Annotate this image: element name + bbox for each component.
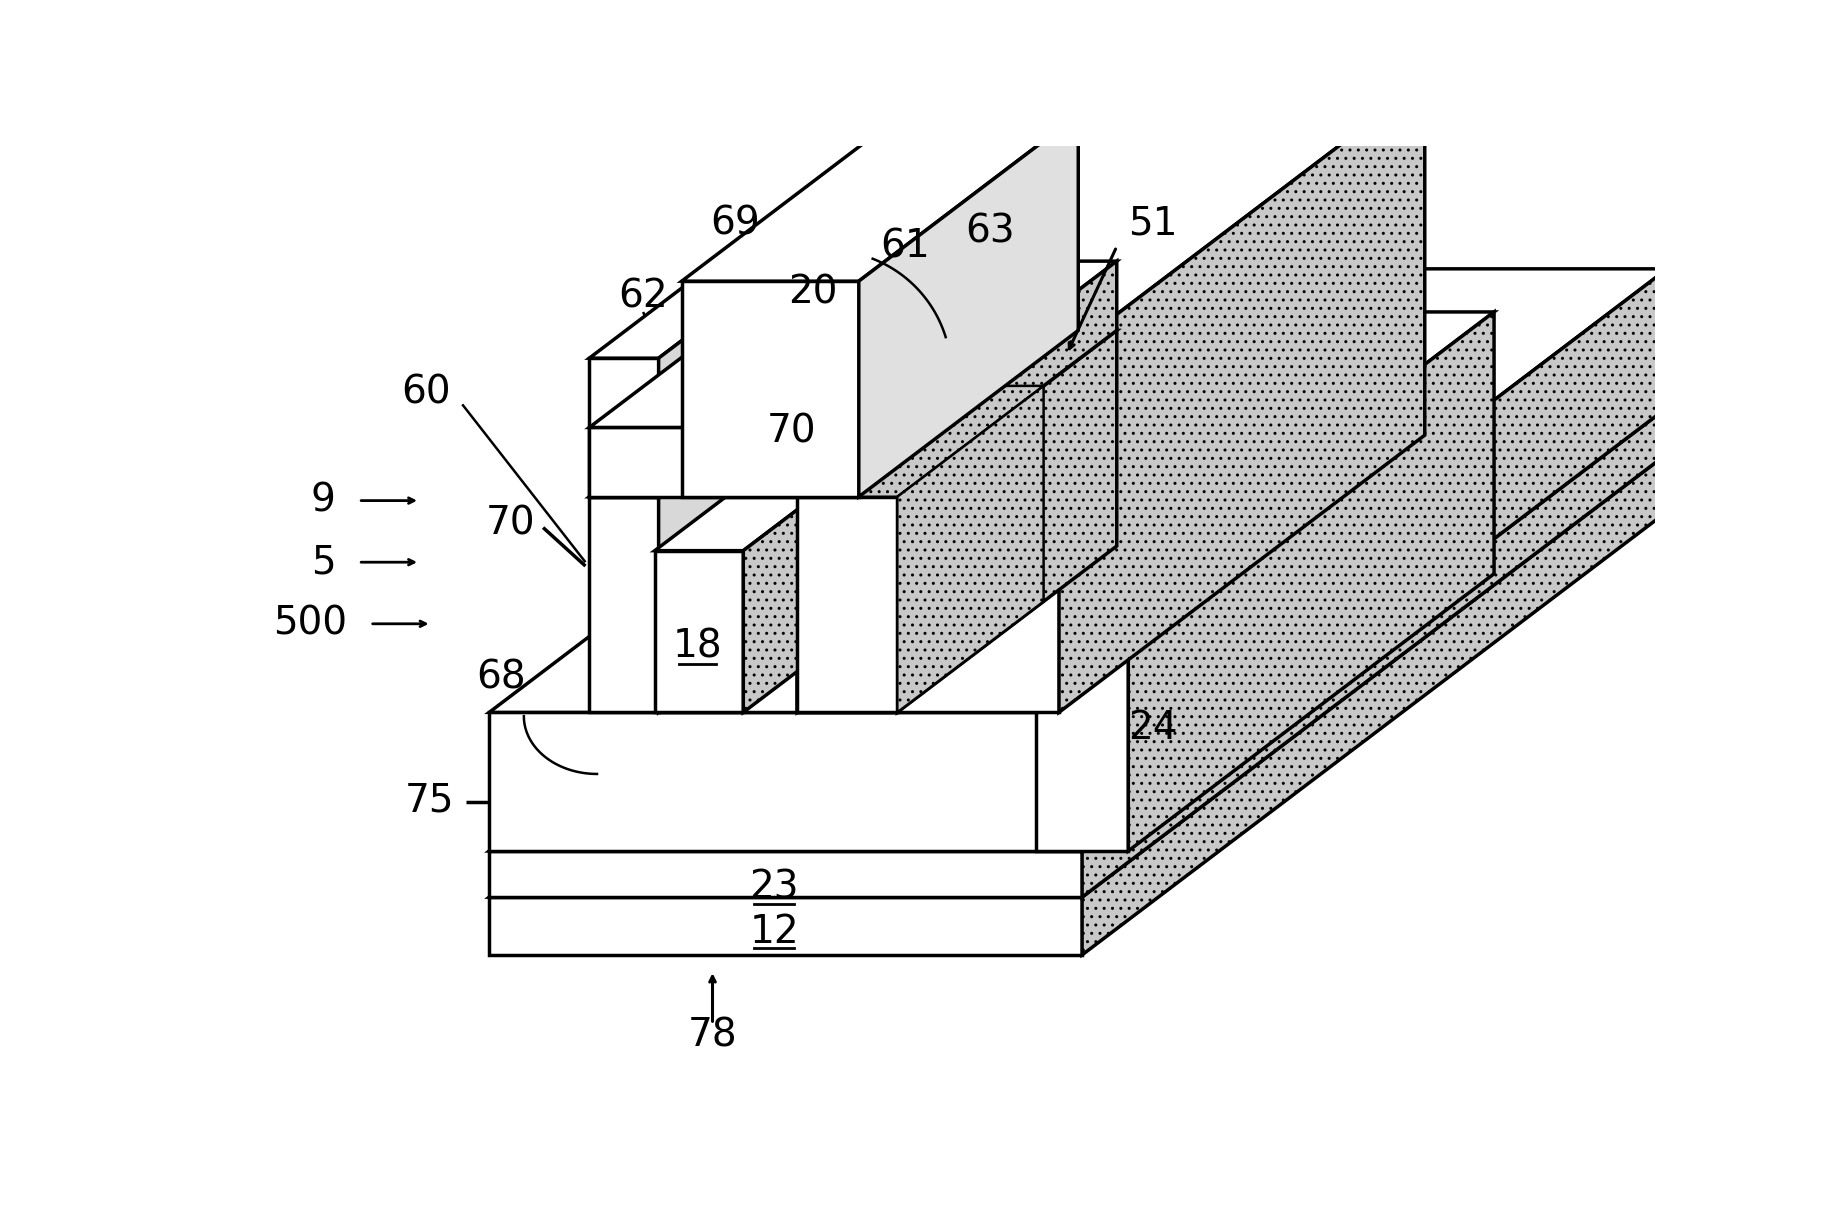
Text: 75: 75 [406, 782, 455, 820]
Polygon shape [797, 331, 1117, 497]
Polygon shape [489, 852, 1082, 897]
Polygon shape [797, 81, 1425, 359]
Polygon shape [590, 427, 898, 497]
Polygon shape [1082, 454, 1667, 955]
Polygon shape [658, 192, 878, 497]
Polygon shape [797, 497, 898, 712]
Polygon shape [898, 261, 1117, 497]
Polygon shape [489, 712, 1082, 852]
Text: 60: 60 [402, 373, 450, 412]
Polygon shape [797, 386, 1044, 497]
Polygon shape [590, 497, 658, 712]
Polygon shape [655, 439, 889, 550]
Text: 63: 63 [964, 212, 1014, 250]
Text: 23: 23 [749, 869, 798, 906]
Text: 78: 78 [688, 1016, 738, 1055]
Polygon shape [658, 650, 797, 712]
Polygon shape [658, 331, 878, 712]
Polygon shape [1036, 589, 1129, 852]
Polygon shape [658, 484, 1016, 650]
Polygon shape [743, 439, 889, 712]
Text: 61: 61 [880, 227, 929, 266]
Polygon shape [682, 115, 1079, 281]
Polygon shape [489, 407, 1667, 852]
Polygon shape [655, 550, 743, 712]
Polygon shape [1058, 81, 1425, 712]
Polygon shape [590, 192, 878, 359]
Polygon shape [797, 484, 1016, 712]
Text: 5: 5 [310, 543, 336, 581]
Text: 24: 24 [1129, 709, 1178, 747]
Polygon shape [1036, 312, 1494, 589]
Polygon shape [898, 386, 1044, 712]
Text: 12: 12 [749, 913, 798, 950]
Polygon shape [898, 331, 1117, 712]
Text: 20: 20 [787, 273, 837, 311]
Polygon shape [590, 261, 1117, 427]
Polygon shape [489, 897, 1082, 955]
Text: 500: 500 [273, 605, 347, 643]
Polygon shape [797, 497, 898, 712]
Text: 69: 69 [710, 205, 760, 243]
Text: 18: 18 [673, 628, 721, 666]
Text: 70: 70 [485, 505, 535, 543]
Polygon shape [1129, 312, 1494, 852]
Text: 51: 51 [1129, 205, 1178, 243]
Polygon shape [590, 359, 658, 497]
Polygon shape [1082, 407, 1667, 897]
Text: 70: 70 [767, 412, 817, 450]
Polygon shape [489, 454, 1667, 897]
Polygon shape [859, 115, 1079, 497]
Polygon shape [797, 359, 1058, 712]
Polygon shape [682, 281, 859, 497]
Text: 62: 62 [618, 278, 668, 316]
Polygon shape [1082, 268, 1667, 852]
Text: 68: 68 [476, 659, 526, 697]
Text: 9: 9 [310, 482, 336, 520]
Polygon shape [590, 331, 878, 497]
Polygon shape [489, 268, 1667, 712]
